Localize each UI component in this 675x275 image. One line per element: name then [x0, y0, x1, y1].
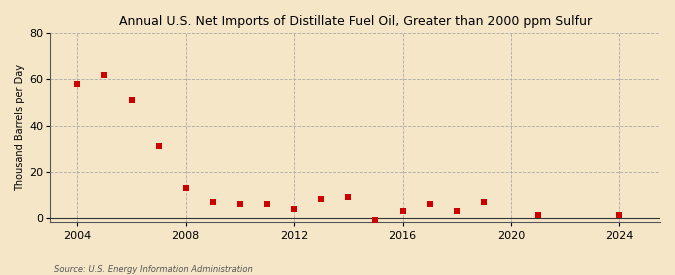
Point [180, 186, 191, 190]
Point [343, 195, 354, 199]
Point [425, 202, 435, 206]
Point [370, 218, 381, 222]
Point [126, 98, 137, 102]
Point [452, 209, 462, 213]
Point [397, 209, 408, 213]
Point [262, 202, 273, 206]
Y-axis label: Thousand Barrels per Day: Thousand Barrels per Day [15, 64, 25, 191]
Point [207, 199, 218, 204]
Point [316, 197, 327, 202]
Point [99, 73, 110, 77]
Text: Source: U.S. Energy Information Administration: Source: U.S. Energy Information Administ… [54, 265, 252, 274]
Point [614, 213, 625, 218]
Point [479, 199, 489, 204]
Point [533, 213, 543, 218]
Point [72, 82, 83, 86]
Title: Annual U.S. Net Imports of Distillate Fuel Oil, Greater than 2000 ppm Sulfur: Annual U.S. Net Imports of Distillate Fu… [119, 15, 592, 28]
Point [153, 144, 164, 148]
Point [289, 206, 300, 211]
Point [234, 202, 245, 206]
